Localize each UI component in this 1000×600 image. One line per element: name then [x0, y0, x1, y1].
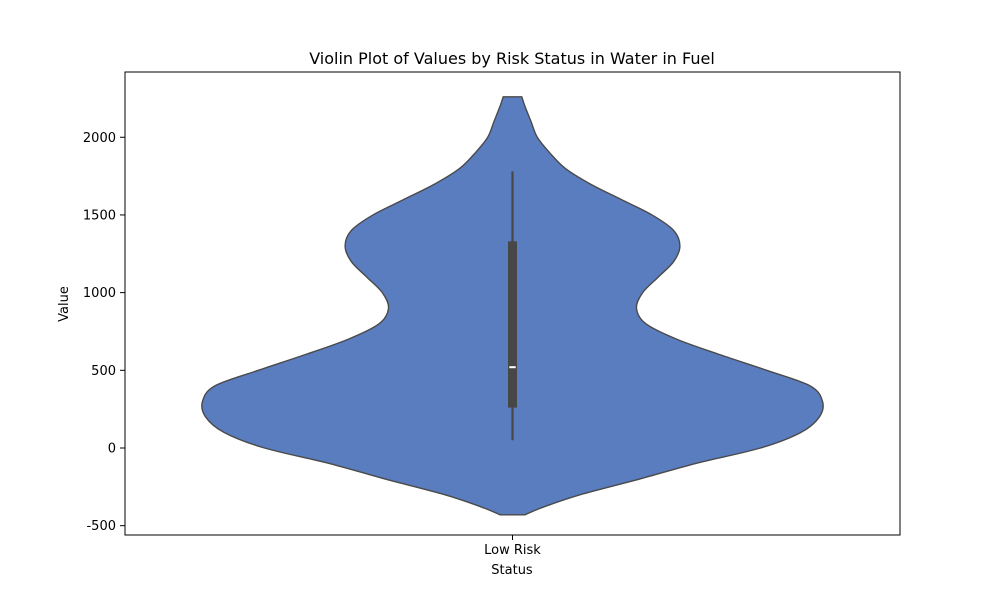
- y-tick-label: 0: [108, 441, 116, 456]
- x-axis-label: Status: [491, 563, 533, 578]
- y-tick-label: 500: [91, 364, 116, 379]
- x-tick-label: Low Risk: [484, 543, 541, 558]
- y-tick-label: 1000: [83, 286, 116, 301]
- y-tick-label: 1500: [83, 208, 116, 223]
- x-axis: Low Risk: [484, 535, 541, 558]
- y-tick-label: 2000: [83, 131, 116, 146]
- y-axis: -500 0 500 1000 1500 2000: [83, 131, 125, 534]
- plot-area: [201, 96, 824, 516]
- violin-box: [508, 241, 517, 408]
- y-tick-label: -500: [86, 519, 116, 534]
- chart-title: Violin Plot of Values by Risk Status in …: [309, 49, 715, 68]
- y-axis-label: Value: [57, 286, 72, 322]
